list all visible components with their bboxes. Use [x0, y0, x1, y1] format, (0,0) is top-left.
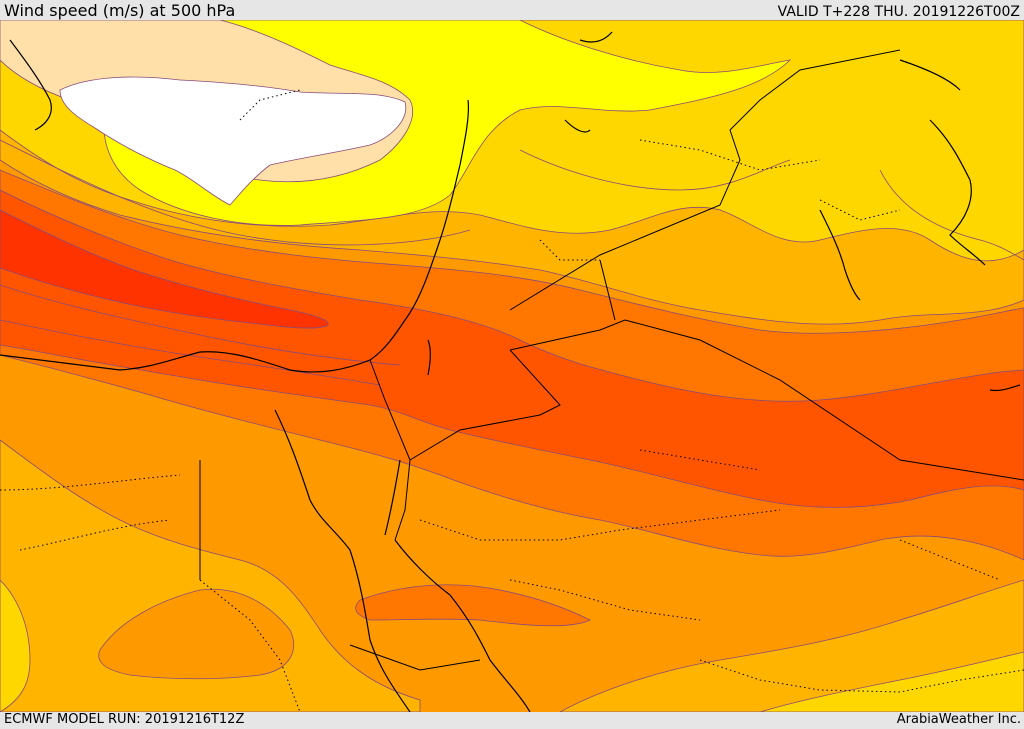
valid-time: VALID T+228 THU. 20191226T00Z — [777, 4, 1020, 20]
credit-label: ArabiaWeather Inc. — [896, 712, 1021, 727]
country-border-icon — [199, 49, 1024, 671]
southern-strong-pocket — [355, 584, 591, 627]
header-bar: Wind speed (m/s) at 500 hPa VALID T+228 … — [0, 0, 1024, 20]
coastline-icon — [0, 31, 1021, 712]
calm-core — [59, 76, 407, 206]
contour-line-icon — [0, 139, 1024, 386]
jet-core — [0, 209, 329, 329]
province-border-icon — [0, 89, 1024, 712]
wind-speed-map — [0, 20, 1024, 712]
southwest-light-band — [0, 579, 31, 712]
southern-moderate-pocket — [98, 588, 295, 680]
map-title: Wind speed (m/s) at 500 hPa — [4, 1, 236, 20]
model-run-label: ECMWF MODEL RUN: 20191216T12Z — [4, 712, 245, 727]
footer-bar: ECMWF MODEL RUN: 20191216T12Z ArabiaWeat… — [0, 712, 1024, 729]
very-strong-band — [0, 189, 1024, 508]
map-canvas — [0, 20, 1024, 712]
southeast-light-band — [759, 651, 1024, 712]
